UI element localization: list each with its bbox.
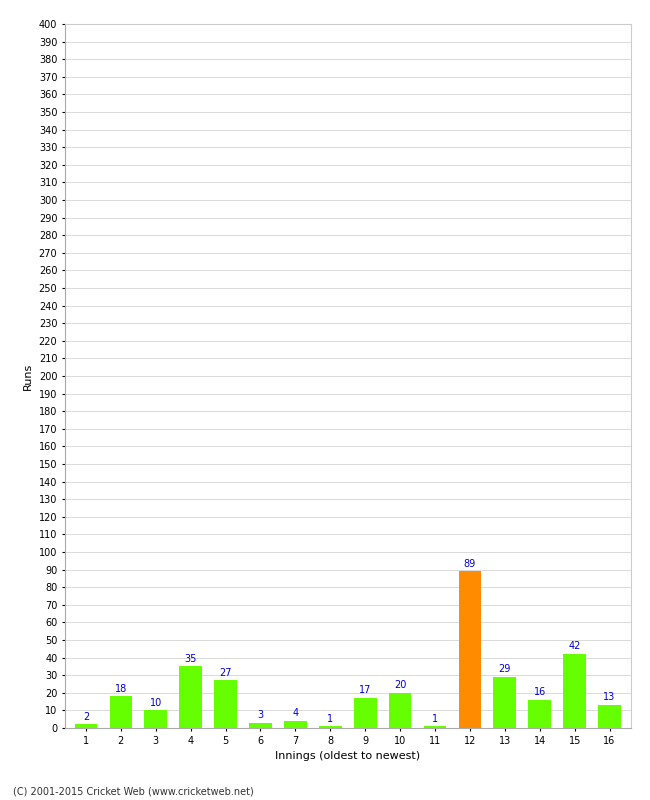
Bar bbox=[214, 681, 237, 728]
Bar bbox=[249, 722, 272, 728]
Bar bbox=[75, 725, 98, 728]
Bar bbox=[109, 696, 132, 728]
Y-axis label: Runs: Runs bbox=[23, 362, 33, 390]
Text: 3: 3 bbox=[257, 710, 263, 720]
Text: 16: 16 bbox=[534, 687, 546, 697]
Text: 13: 13 bbox=[603, 693, 616, 702]
Bar bbox=[459, 571, 481, 728]
Bar bbox=[564, 654, 586, 728]
Text: 1: 1 bbox=[432, 714, 438, 723]
Bar bbox=[528, 700, 551, 728]
Bar bbox=[284, 721, 307, 728]
Text: 35: 35 bbox=[185, 654, 197, 664]
Bar bbox=[389, 693, 411, 728]
Text: (C) 2001-2015 Cricket Web (www.cricketweb.net): (C) 2001-2015 Cricket Web (www.cricketwe… bbox=[13, 786, 254, 796]
Text: 29: 29 bbox=[499, 664, 511, 674]
Bar bbox=[319, 726, 342, 728]
Bar bbox=[424, 726, 447, 728]
Text: 2: 2 bbox=[83, 712, 89, 722]
Bar bbox=[493, 677, 516, 728]
Text: 89: 89 bbox=[464, 558, 476, 569]
Text: 27: 27 bbox=[219, 668, 232, 678]
Bar bbox=[354, 698, 376, 728]
Bar bbox=[179, 666, 202, 728]
Text: 4: 4 bbox=[292, 708, 298, 718]
Text: 20: 20 bbox=[394, 680, 406, 690]
Bar bbox=[144, 710, 167, 728]
Text: 42: 42 bbox=[569, 642, 581, 651]
Bar bbox=[598, 705, 621, 728]
Text: 10: 10 bbox=[150, 698, 162, 708]
Text: 1: 1 bbox=[327, 714, 333, 723]
Text: 18: 18 bbox=[115, 684, 127, 694]
Text: 17: 17 bbox=[359, 686, 371, 695]
X-axis label: Innings (oldest to newest): Innings (oldest to newest) bbox=[275, 751, 421, 761]
